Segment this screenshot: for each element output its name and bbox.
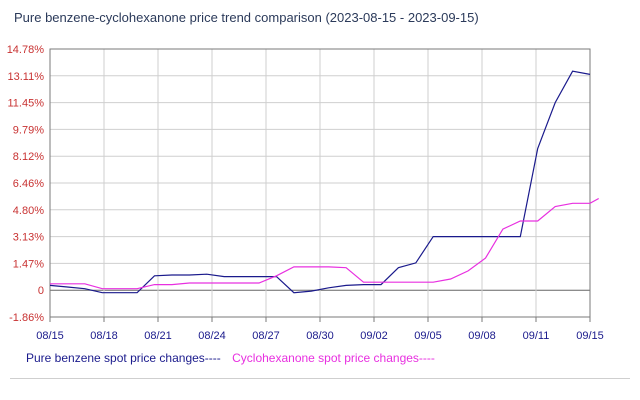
y-tick-label: 3.13% (13, 232, 44, 244)
axis-layer (49, 48, 591, 322)
plot-frame (49, 48, 591, 318)
grid-layer (49, 48, 591, 318)
tick-layer: 14.78% 13.11% 11.45% 9.79% 8.12% 6.46% 4.80% 3.… (7, 44, 604, 342)
legend: Pure benzene spot price changes---- Cycl… (26, 351, 443, 365)
x-tick-label: 09/08 (468, 330, 496, 342)
legend-entry-pure-benzene: Pure benzene spot price changes---- (26, 351, 221, 365)
legend-entry-cyclohexanone: Cyclohexanone spot price changes---- (232, 351, 435, 365)
y-tick-label: -1.86% (9, 312, 44, 324)
x-tick-label: 08/27 (252, 330, 280, 342)
x-tick-label: 08/30 (306, 330, 334, 342)
y-tick-label: 8.12% (13, 151, 44, 163)
x-tick-label: 09/11 (523, 330, 550, 342)
x-tick-label: 09/05 (414, 330, 442, 342)
y-tick-label: 14.78% (7, 44, 45, 56)
x-tick-label: 08/24 (198, 330, 226, 342)
x-tick-label: 08/18 (90, 330, 118, 342)
y-tick-label: 9.79% (13, 124, 44, 136)
series-line-pure-benzene (49, 70, 591, 294)
y-tick-label: 11.45% (8, 98, 45, 110)
series-layer (49, 70, 599, 294)
x-tick-label: 09/02 (360, 330, 388, 342)
series-line-cyclohexanone (50, 197, 599, 290)
x-tick-label: 09/15 (576, 330, 604, 342)
y-tick-label: 13.11% (8, 71, 45, 83)
x-tick-label: 08/21 (144, 330, 172, 342)
y-tick-label: 0 (38, 285, 44, 297)
y-tick-label: 6.46% (13, 178, 44, 190)
y-tick-label: 1.47% (13, 258, 44, 270)
bottom-divider (10, 378, 630, 379)
y-tick-label: 4.80% (13, 205, 44, 217)
chart-title: Pure benzene-cyclohexanone price trend c… (14, 10, 479, 25)
x-tick-label: 08/15 (36, 330, 64, 342)
